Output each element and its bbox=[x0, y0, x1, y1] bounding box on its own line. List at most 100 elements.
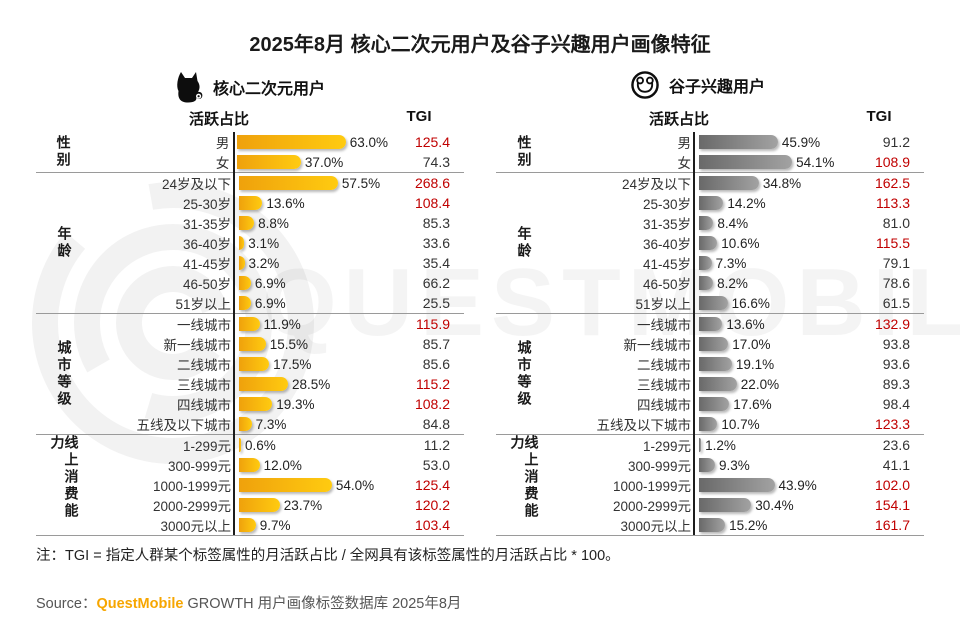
source-prefix: Source： bbox=[36, 596, 97, 612]
cat-icon bbox=[177, 72, 203, 103]
value-percent-label: 23.7% bbox=[283, 497, 323, 513]
group-label: 城市等级 bbox=[36, 314, 93, 434]
row-label: 四线城市 bbox=[177, 398, 231, 413]
tgi-value: 115.2 bbox=[416, 376, 450, 392]
row-label: 3000元以上 bbox=[620, 519, 691, 534]
row-label: 1000-1999元 bbox=[152, 479, 231, 494]
tgi-value: 89.3 bbox=[882, 376, 910, 392]
value-percent-label: 8.4% bbox=[717, 215, 749, 231]
value-percent-label: 37.0% bbox=[304, 154, 344, 170]
value-percent-label: 22.0% bbox=[740, 376, 780, 392]
value-bar bbox=[239, 397, 273, 411]
row-label: 51岁以上 bbox=[635, 297, 691, 312]
group-label: 年龄 bbox=[36, 173, 93, 313]
tgi-value: 115.9 bbox=[416, 316, 450, 332]
table-row: 41-45岁 7.3% 79.1 bbox=[553, 253, 924, 273]
value-bar bbox=[699, 478, 775, 492]
table-row: 51岁以上 6.9% 25.5 bbox=[93, 293, 464, 313]
value-bar bbox=[699, 176, 759, 190]
value-bar bbox=[699, 155, 793, 169]
table-row: 三线城市 22.0% 89.3 bbox=[553, 374, 924, 394]
table-row: 男 63.0% 125.4 bbox=[91, 132, 464, 152]
value-column-header: 活跃占比 bbox=[648, 111, 709, 128]
table-row: 五线及以下城市 10.7% 123.3 bbox=[553, 414, 924, 434]
axis-line bbox=[693, 132, 695, 535]
tgi-value: 84.8 bbox=[422, 416, 450, 432]
source-rest: GROWTH 用户画像标签数据库 2025年8月 bbox=[183, 596, 462, 612]
row-label: 男 bbox=[215, 136, 230, 151]
table-row: 2000-2999元 30.4% 154.1 bbox=[553, 495, 924, 515]
value-bar bbox=[239, 236, 245, 250]
row-label: 一线城市 bbox=[637, 318, 691, 333]
value-bar bbox=[239, 438, 241, 452]
value-bar bbox=[239, 276, 251, 290]
value-percent-label: 9.7% bbox=[259, 517, 291, 533]
tgi-value: 79.1 bbox=[882, 255, 910, 271]
row-label: 41-45岁 bbox=[182, 257, 231, 272]
category-group: 线上消费能力 1-299元 1.2% 23.6 300-999元 9.3% 41.1 1000… bbox=[496, 434, 924, 535]
value-percent-label: 12.0% bbox=[263, 457, 302, 473]
table-row: 四线城市 19.3% 108.2 bbox=[93, 394, 464, 414]
category-group: 年龄 24岁及以下 34.8% 162.5 25-30岁 14.2% 113.3 31-35岁… bbox=[496, 172, 924, 313]
row-label: 男 bbox=[677, 136, 692, 151]
row-label: 46-50岁 bbox=[182, 277, 231, 292]
value-bar bbox=[699, 518, 726, 532]
value-percent-label: 54.0% bbox=[335, 477, 375, 493]
value-bar bbox=[239, 216, 255, 230]
tgi-column-header: TGI bbox=[866, 108, 892, 125]
legend-label: 核心二次元用户 bbox=[213, 81, 326, 98]
row-label: 新一线城市 bbox=[163, 338, 232, 353]
tgi-value: 125.4 bbox=[414, 134, 450, 150]
table-row: 36-40岁 10.6% 115.5 bbox=[553, 233, 924, 253]
row-label: 一线城市 bbox=[177, 318, 231, 333]
value-percent-label: 17.5% bbox=[273, 356, 312, 372]
value-percent-label: 8.8% bbox=[258, 215, 289, 231]
tgi-value: 103.4 bbox=[414, 517, 450, 533]
table-row: 新一线城市 15.5% 85.7 bbox=[93, 334, 464, 354]
value-percent-label: 13.6% bbox=[726, 316, 765, 332]
value-percent-label: 19.3% bbox=[276, 396, 315, 412]
tgi-value: 78.6 bbox=[882, 275, 910, 291]
table-row: 男 45.9% 91.2 bbox=[553, 132, 924, 152]
value-percent-label: 9.3% bbox=[719, 457, 750, 473]
row-label: 1-299元 bbox=[642, 439, 691, 454]
row-label: 2000-2999元 bbox=[152, 499, 231, 514]
row-label: 36-40岁 bbox=[182, 237, 231, 252]
table-row: 一线城市 11.9% 115.9 bbox=[93, 314, 464, 334]
source-brand: QuestMobile bbox=[96, 596, 184, 612]
group-label-text: 线上消费能力 bbox=[509, 435, 540, 520]
tgi-value: 161.7 bbox=[874, 517, 910, 533]
legend-goods-interest-users: 谷子兴趣用户 bbox=[630, 70, 765, 100]
row-label: 31-35岁 bbox=[642, 217, 691, 232]
table-row: 二线城市 17.5% 85.6 bbox=[93, 354, 464, 374]
value-bar bbox=[699, 337, 729, 351]
tgi-definition-note: 注：TGI = 指定人群某个标签属性的月活跃占比 / 全网具有该标签属性的月活跃… bbox=[36, 548, 620, 564]
table-row: 女 54.1% 108.9 bbox=[553, 152, 924, 172]
row-label: 二线城市 bbox=[177, 358, 231, 373]
table-row: 31-35岁 8.8% 85.3 bbox=[93, 213, 464, 233]
value-percent-label: 3.2% bbox=[248, 255, 280, 271]
value-bar bbox=[239, 296, 251, 310]
row-label: 3000元以上 bbox=[160, 519, 231, 534]
panel-left: 活跃占比 TGI 性别 男 63.0% 125.4 女 37.0% 74.3 年龄 24岁及以下… bbox=[36, 108, 464, 536]
group-label: 年龄 bbox=[496, 173, 553, 313]
category-group: 城市等级 一线城市 13.6% 132.9 新一线城市 17.0% 93.8 二线城市 19.1… bbox=[496, 313, 924, 434]
column-headers: 活跃占比 TGI bbox=[36, 108, 464, 132]
group-label-text: 城市等级 bbox=[56, 340, 73, 408]
panel-right: 活跃占比 TGI 性别 男 45.9% 91.2 女 54.1% 108.9 年龄 24岁及以下… bbox=[496, 108, 924, 536]
group-label: 线上消费能力 bbox=[496, 435, 553, 535]
tgi-value: 91.2 bbox=[882, 134, 910, 150]
value-percent-label: 10.7% bbox=[721, 416, 760, 432]
value-percent-label: 15.5% bbox=[269, 336, 308, 352]
value-bar bbox=[699, 256, 712, 270]
tgi-value: 81.0 bbox=[882, 215, 910, 231]
value-bar bbox=[699, 458, 715, 472]
value-bar bbox=[699, 417, 718, 431]
axis-line bbox=[233, 132, 235, 535]
table-row: 1-299元 0.6% 11.2 bbox=[93, 435, 464, 455]
value-bar bbox=[239, 317, 260, 331]
value-percent-label: 54.1% bbox=[796, 154, 835, 170]
table-row: 3000元以上 15.2% 161.7 bbox=[553, 515, 924, 535]
value-percent-label: 11.9% bbox=[263, 316, 301, 332]
value-bar bbox=[239, 256, 245, 270]
